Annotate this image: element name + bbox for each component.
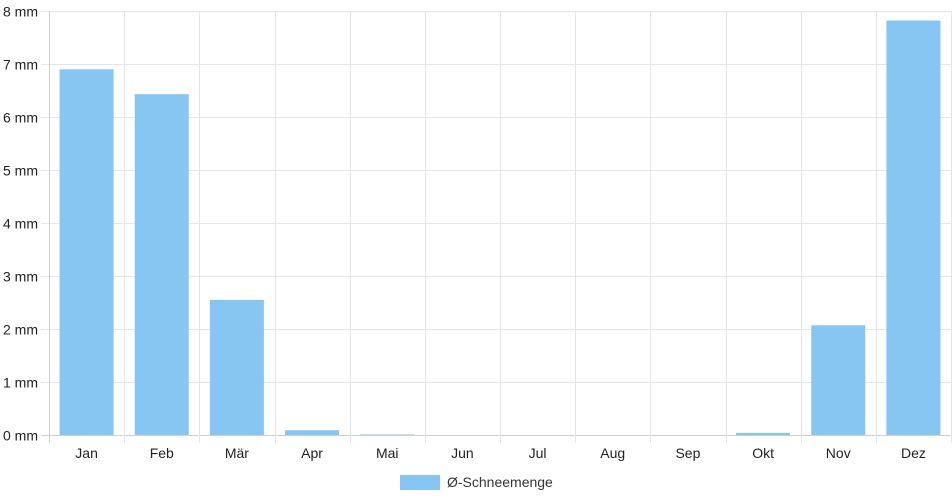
y-tick-labels: 0 mm 1 mm 2 mm 3 mm 4 mm 5 mm 6 mm 7 mm 8 mm — [3, 4, 38, 444]
x-tick-labels: Jan Feb Mär Apr Mai Jun Jul Aug Sep Okt Nov Dez — [75, 445, 926, 461]
y-tick-label: 0 mm — [3, 428, 38, 444]
x-tick-label: Sep — [675, 445, 700, 461]
legend-label[interactable]: Ø-Schneemenge — [447, 474, 553, 490]
y-tick-label: 3 mm — [3, 269, 38, 285]
bar-apr[interactable] — [285, 430, 340, 435]
bar-mai[interactable] — [360, 434, 415, 435]
bar-okt[interactable] — [736, 432, 791, 435]
y-tick-label: 7 mm — [3, 57, 38, 73]
x-tick-label: Nov — [826, 445, 851, 461]
y-tick-label: 5 mm — [3, 163, 38, 179]
x-tick-label: Okt — [752, 445, 774, 461]
y-tick-label: 4 mm — [3, 216, 38, 232]
x-tick-label: Jul — [529, 445, 547, 461]
bar-mär[interactable] — [209, 299, 264, 435]
x-tick-label: Apr — [301, 445, 323, 461]
bar-jan[interactable] — [59, 69, 114, 436]
x-tick-label: Aug — [600, 445, 625, 461]
y-tick-label: 6 mm — [3, 110, 38, 126]
x-tick-label: Jan — [75, 445, 98, 461]
bars — [59, 20, 941, 436]
bar-dez[interactable] — [886, 20, 941, 435]
x-tick-label: Dez — [901, 445, 926, 461]
x-tick-label: Mär — [225, 445, 249, 461]
y-tick-label: 8 mm — [3, 4, 38, 20]
y-tick-label: 1 mm — [3, 375, 38, 391]
x-tick-label: Feb — [150, 445, 174, 461]
bar-nov[interactable] — [811, 325, 866, 435]
x-tick-label: Mai — [376, 445, 399, 461]
legend-swatch[interactable] — [400, 475, 440, 490]
bar-feb[interactable] — [134, 94, 189, 436]
legend[interactable]: Ø-Schneemenge — [400, 474, 553, 490]
y-tick-label: 2 mm — [3, 322, 38, 338]
x-tick-label: Jun — [451, 445, 474, 461]
